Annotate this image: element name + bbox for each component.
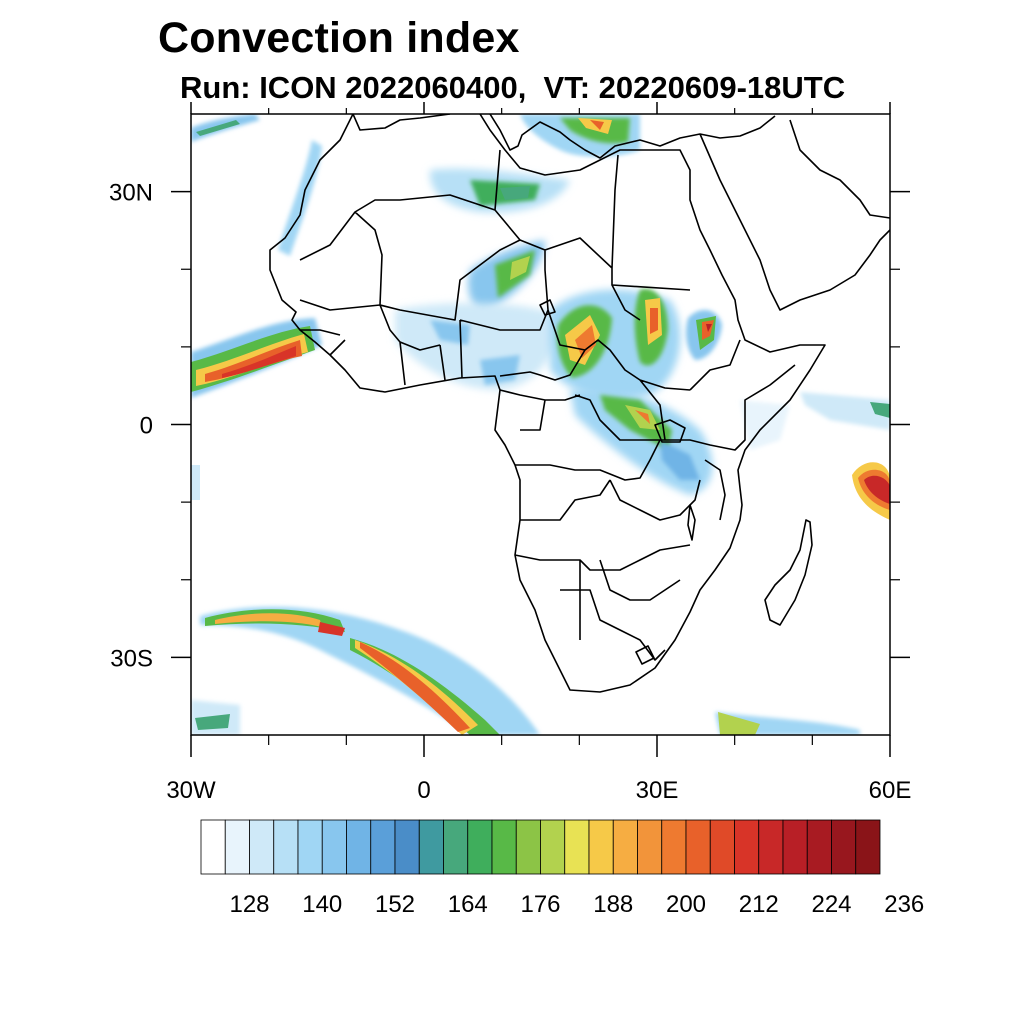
arabia-outline [699,119,890,311]
coastlines-borders [269,114,890,693]
colorbar-label: 188 [593,891,633,918]
lesotho [635,645,655,665]
colorbar: 128 140 152 164 176 188 200 212 224 236 [200,819,924,918]
colorbar-swatch [346,819,372,875]
lake-malawi [687,504,696,541]
north-atlantic-band [278,140,322,256]
colorbar-swatch [249,819,275,875]
colorbar-swatch [855,819,881,875]
colorbar-swatch [297,819,323,875]
lake-chad [539,299,556,316]
colorbar-swatch [831,819,857,875]
colorbar-label: 152 [375,891,415,918]
colorbar-swatch [370,819,396,875]
colorbar-swatch [200,819,226,875]
lat-tick-label: 30S [110,645,153,672]
colorbar-swatch [806,819,832,875]
colorbar-swatch [685,819,711,875]
colorbar-label: 212 [739,891,779,918]
colorbar-label: 164 [448,891,488,918]
lat-tick-label: 0 [140,413,153,440]
colorbar-swatch [661,819,687,875]
colorbar-swatch [273,819,299,875]
colorbar-label: 200 [666,891,706,918]
colorbar-swatch [540,819,566,875]
lon-tick-label: 0 [417,777,430,804]
colorbar-swatch [321,819,347,875]
lon-tick-label: 60E [869,777,912,804]
africa-outline [269,114,826,693]
map-axes: 30W 0 30E 60E 30N 0 30S [109,102,911,804]
colorbar-label: 236 [884,891,924,918]
colorbar-label: 176 [520,891,560,918]
colorbar-swatch [224,819,250,875]
lat-tick-label: 30N [109,180,153,207]
colorbar-swatch [443,819,469,875]
colorbar-swatch [491,819,517,875]
madagascar [764,519,813,626]
europe-coast [352,114,776,159]
lake-victoria [654,419,686,443]
colorbar-swatch [467,819,493,875]
country-borders [299,149,796,661]
lon-tick-label: 30E [636,777,679,804]
lon-tick-label: 30W [166,777,216,804]
map-subtitle: Run: ICON 2022060400, VT: 20220609-18UTC [180,70,846,105]
colorbar-swatch [418,819,444,875]
colorbar-swatch [612,819,638,875]
colorbar-swatch [637,819,663,875]
map-title: Convection index [158,14,520,62]
colorbar-swatch [588,819,614,875]
colorbar-swatch [394,819,420,875]
colorbar-swatch [782,819,808,875]
colorbar-label: 128 [229,891,269,918]
colorbar-swatch [758,819,784,875]
colorbar-swatch [564,819,590,875]
colorbar-label: 140 [302,891,342,918]
colorbar-label: 224 [811,891,851,918]
colorbar-swatch [734,819,760,875]
colorbar-swatch [515,819,541,875]
colorbar-swatch [709,819,735,875]
